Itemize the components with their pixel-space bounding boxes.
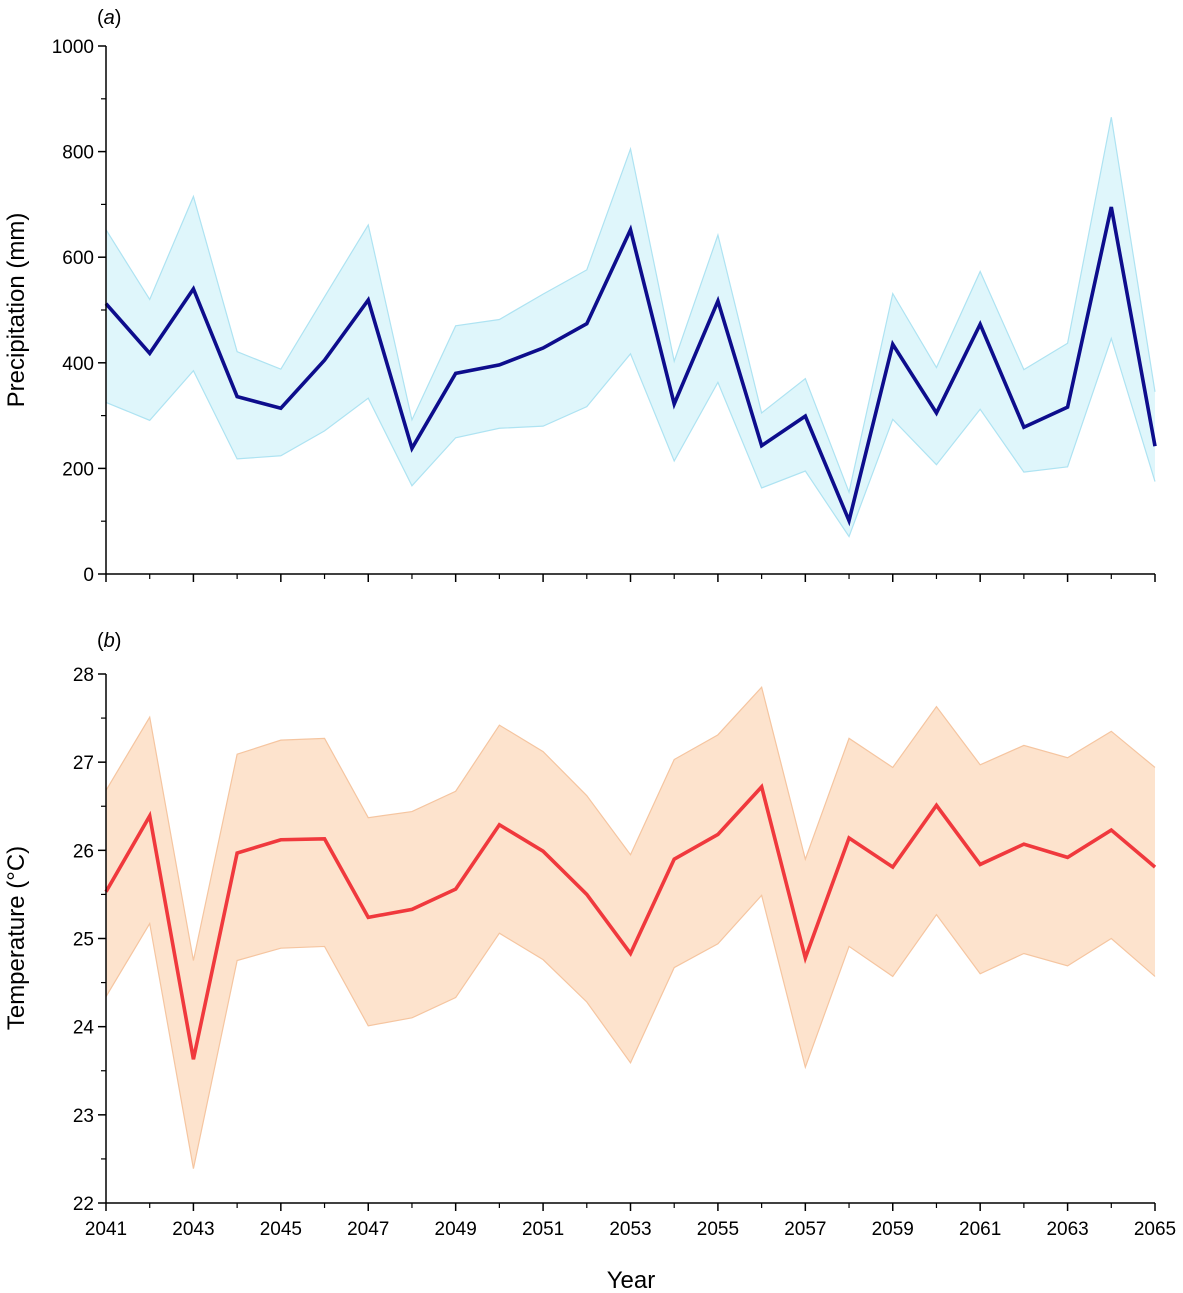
- y-tick-label: 600: [62, 248, 94, 269]
- x-tick-label: 2057: [784, 1219, 826, 1240]
- y-tick-label: 800: [62, 143, 94, 164]
- precipitation-axes: 0 200 400 600 800 1000: [52, 37, 1156, 586]
- x-tick-label: 2043: [172, 1219, 214, 1240]
- precipitation-y-axis-title: Precipitation (mm): [3, 213, 30, 408]
- x-tick-label: 2047: [347, 1219, 389, 1240]
- x-tick-label: 2065: [1134, 1219, 1176, 1240]
- temperature-y-axis-title: Temperature (°C): [3, 846, 30, 1030]
- y-tick-label: 0: [83, 565, 94, 586]
- y-tick-label: 27: [73, 753, 94, 774]
- temperature-uncertainty-band: [105, 685, 1156, 1169]
- y-tick-label: 200: [62, 459, 94, 480]
- uncertainty-band-area: [106, 687, 1155, 1169]
- lower-bound-line: [105, 894, 1156, 1169]
- y-tick-label: 26: [73, 841, 94, 862]
- y-tick-label: 23: [73, 1106, 94, 1127]
- panel-a-label: (a): [97, 7, 121, 29]
- temperature-chart: (b) 22 23 24 25 26 27 28 2041 2043 2045 2047 2049 20…: [3, 630, 1176, 1240]
- upper-bound-line: [105, 117, 1156, 495]
- upper-bound-line: [105, 685, 1156, 961]
- x-tick-label: 2051: [522, 1219, 564, 1240]
- x-tick-label: 2055: [697, 1219, 739, 1240]
- y-tick-label: 25: [73, 930, 94, 951]
- x-tick-label: 2049: [435, 1219, 477, 1240]
- precipitation-uncertainty-band: [105, 117, 1156, 538]
- x-axis-title: Year: [607, 1267, 656, 1293]
- y-tick-label: 24: [73, 1018, 95, 1039]
- y-tick-label: 22: [73, 1194, 94, 1215]
- x-tick-label: 2045: [260, 1219, 302, 1240]
- panel-b-label: (b): [97, 630, 121, 652]
- y-tick-label: 28: [73, 665, 94, 686]
- lower-bound-line: [105, 336, 1156, 538]
- precipitation-line: [104, 206, 1157, 527]
- x-tick-label: 2059: [872, 1219, 914, 1240]
- x-tick-label: 2061: [959, 1219, 1001, 1240]
- temperature-axes: 22 23 24 25 26 27 28 2041 2043 2045 2047 2049 2051 20…: [73, 665, 1176, 1240]
- y-tick-label: 1000: [52, 37, 94, 58]
- x-tick-label: 2053: [609, 1219, 651, 1240]
- precipitation-chart: (a) 0 200 400 600 800 1000 Precipitation (mm): [3, 7, 1157, 586]
- uncertainty-band-area: [106, 117, 1155, 537]
- y-tick-label: 400: [62, 354, 94, 375]
- x-tick-label: 2063: [1046, 1219, 1088, 1240]
- x-tick-label: 2041: [85, 1219, 127, 1240]
